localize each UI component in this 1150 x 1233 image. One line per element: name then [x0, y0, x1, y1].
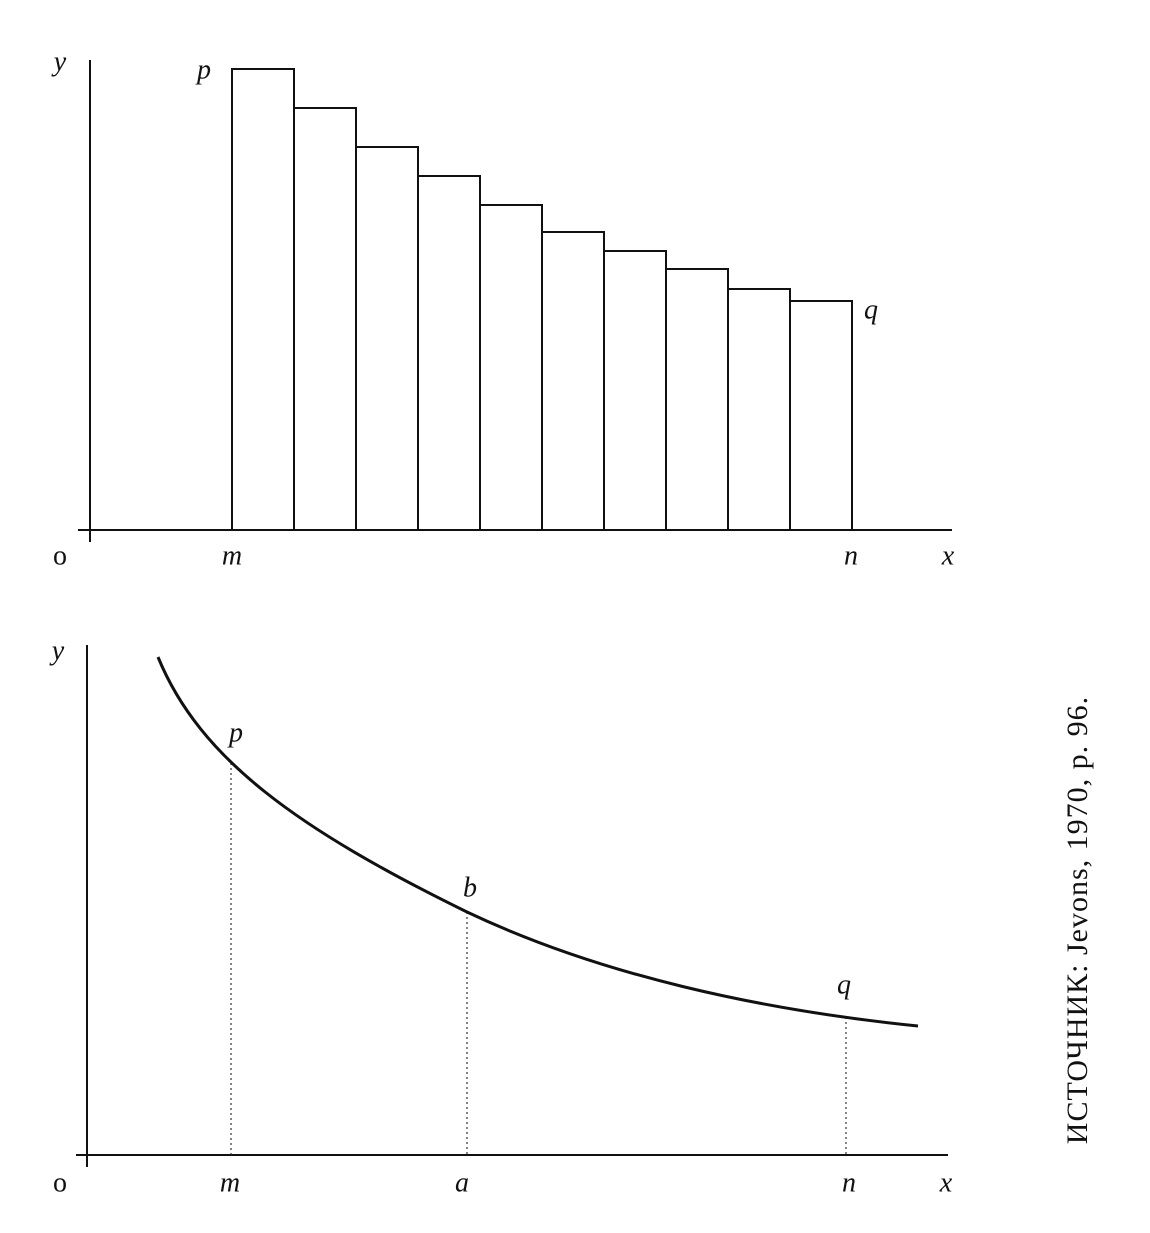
bar [665, 268, 729, 531]
bar [417, 175, 481, 531]
origin-label: o [53, 540, 67, 571]
bar [789, 300, 853, 531]
point-label: m [222, 540, 242, 571]
x-label: x [939, 1167, 953, 1198]
bar [541, 231, 605, 531]
bar [603, 250, 667, 531]
bar [355, 146, 419, 531]
x-label: x [941, 540, 955, 571]
top-figure: y p q o m n x [51, 46, 955, 571]
point-label: m [220, 1167, 240, 1198]
bar [293, 107, 357, 531]
bar [727, 288, 791, 531]
point-label: a [455, 1167, 469, 1198]
y-label: y [51, 46, 67, 77]
point-label: b [463, 872, 477, 903]
point-label: q [837, 969, 851, 1000]
point-label: n [842, 1167, 856, 1198]
curve [156, 656, 919, 1028]
bar [231, 68, 295, 531]
origin-label: o [53, 1167, 67, 1198]
bottom-figure: y p b q o m a n x [49, 635, 953, 1198]
point-label: p [195, 54, 211, 85]
point-label: n [844, 540, 858, 571]
bars [231, 68, 853, 531]
source-note: ИСТОЧНИК: Jevons, 1970, p. 96. [1061, 696, 1094, 1144]
y-label: y [49, 635, 65, 666]
point-label: p [227, 717, 243, 748]
bar [479, 204, 543, 531]
point-label: q [864, 294, 878, 325]
